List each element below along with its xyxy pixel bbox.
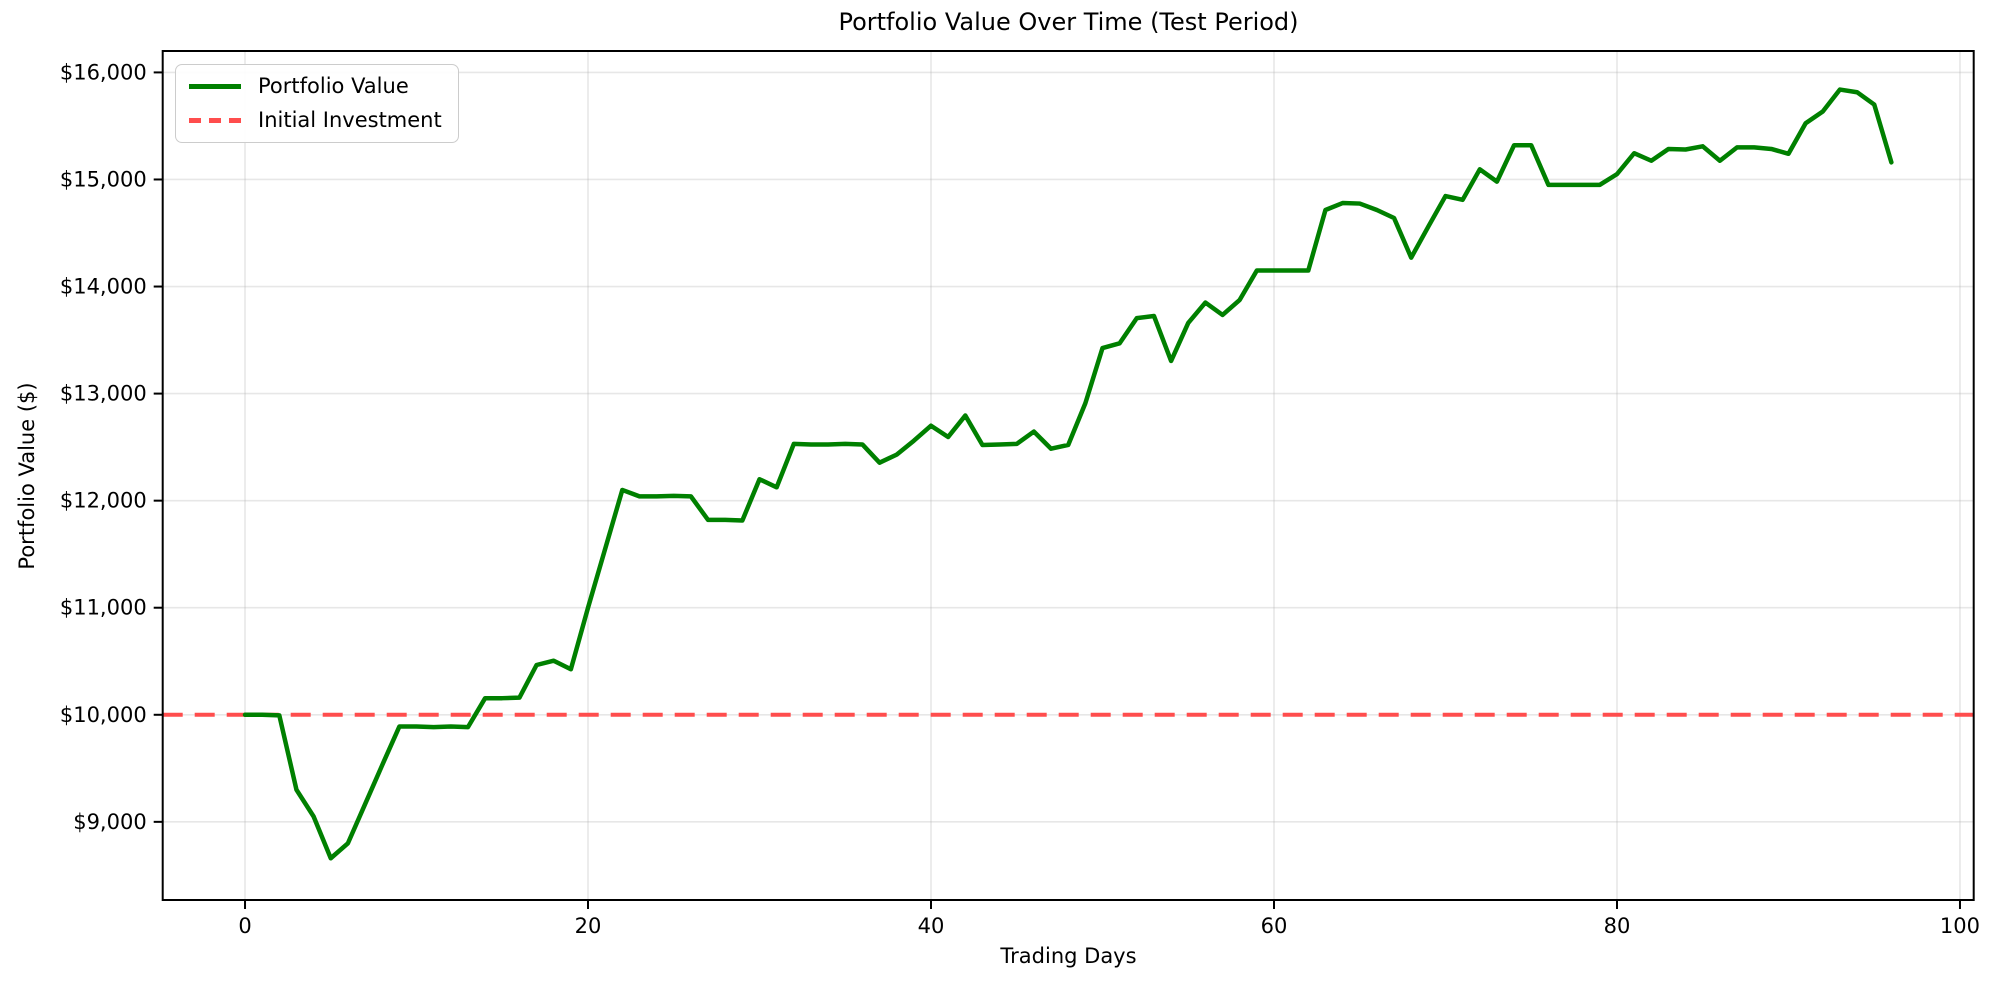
x-tick-label: 0	[238, 914, 251, 938]
x-tick-label: 60	[1261, 914, 1288, 938]
y-tick-label: $12,000	[60, 489, 147, 513]
y-axis-label: Portfolio Value ($)	[15, 382, 39, 570]
x-tick-label: 100	[1940, 914, 1980, 938]
y-tick-label: $14,000	[60, 275, 147, 299]
x-tick-label: 20	[575, 914, 602, 938]
legend-item-portfolio-value: Portfolio Value	[189, 74, 442, 98]
x-axis-label: Trading Days	[1000, 944, 1137, 968]
legend-label-portfolio-value: Portfolio Value	[258, 74, 409, 98]
y-tick-label: $9,000	[73, 810, 146, 834]
x-tick-label: 80	[1604, 914, 1631, 938]
y-tick-label: $16,000	[60, 60, 147, 84]
axes-spines	[161, 50, 1975, 901]
y-tick-label: $10,000	[60, 703, 147, 727]
initial-investment-line-sample	[189, 118, 241, 123]
chart-title: Portfolio Value Over Time (Test Period)	[838, 8, 1299, 36]
y-tick-label: $13,000	[60, 382, 147, 406]
legend: Portfolio Value Initial Investment	[175, 64, 459, 144]
legend-label-initial-investment: Initial Investment	[258, 108, 442, 133]
x-tick-label: 40	[918, 914, 945, 938]
portfolio-line-sample	[189, 84, 241, 90]
y-tick-label: $15,000	[60, 167, 147, 191]
legend-item-initial-investment: Initial Investment	[189, 108, 442, 133]
portfolio-value-line	[242, 87, 1894, 861]
y-tick-label: $11,000	[60, 596, 147, 620]
